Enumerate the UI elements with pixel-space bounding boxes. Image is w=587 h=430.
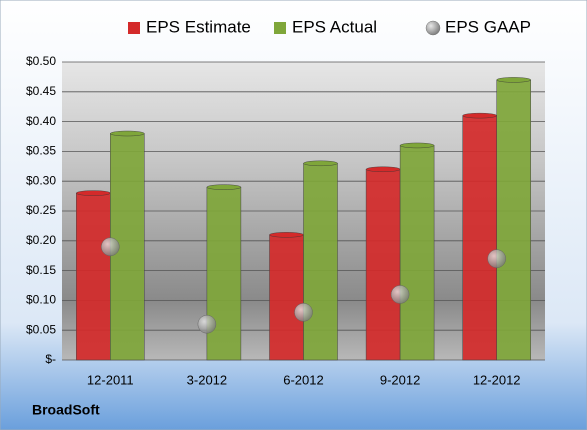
bar-top [110, 130, 145, 137]
bar-top [496, 77, 531, 83]
bar [269, 234, 304, 361]
point [487, 249, 506, 268]
legend-label: EPS Estimate [146, 17, 251, 36]
legend-label: EPS GAAP [445, 17, 531, 36]
bar [206, 186, 242, 361]
legend-marker [425, 20, 441, 36]
bar [365, 169, 401, 361]
x-tick-label: 12-2012 [473, 372, 521, 387]
bar [303, 163, 338, 361]
legend-marker [128, 22, 140, 34]
point [197, 314, 217, 334]
bar-top [365, 166, 401, 172]
bar [399, 145, 435, 361]
x-tick-label: 6-2012 [283, 372, 323, 387]
y-tick-label: $0.20 [26, 233, 56, 247]
y-tick-label: $0.40 [26, 114, 56, 128]
y-tick-label: $- [45, 352, 56, 366]
bar-top [303, 160, 338, 167]
y-tick-label: $0.15 [26, 263, 56, 277]
bar-top [206, 184, 242, 190]
point [390, 285, 410, 304]
x-tick-label: 9-2012 [380, 372, 420, 387]
legend-label: EPS Actual [292, 17, 377, 36]
bar [462, 115, 497, 361]
y-tick-label: $0.05 [26, 322, 56, 336]
bar [496, 79, 531, 361]
x-tick-label: 12-2011 [87, 372, 134, 387]
y-tick-label: $0.25 [26, 203, 56, 217]
point [294, 303, 313, 322]
legend-marker [274, 22, 286, 34]
footer: BroadSoft [32, 402, 100, 418]
y-tick-label: $0.35 [26, 144, 56, 158]
bar-top [462, 112, 497, 119]
y-tick-label: $0.45 [26, 84, 56, 98]
point [101, 237, 120, 257]
bar-top [399, 142, 435, 149]
y-tick-label: $0.10 [26, 293, 56, 307]
y-tick-label: $0.50 [26, 54, 56, 68]
y-tick-label: $0.30 [26, 173, 56, 187]
x-tick-label: 3-2012 [187, 372, 227, 387]
bar-top [76, 190, 111, 196]
bar-top [269, 232, 304, 238]
bar [76, 192, 111, 361]
